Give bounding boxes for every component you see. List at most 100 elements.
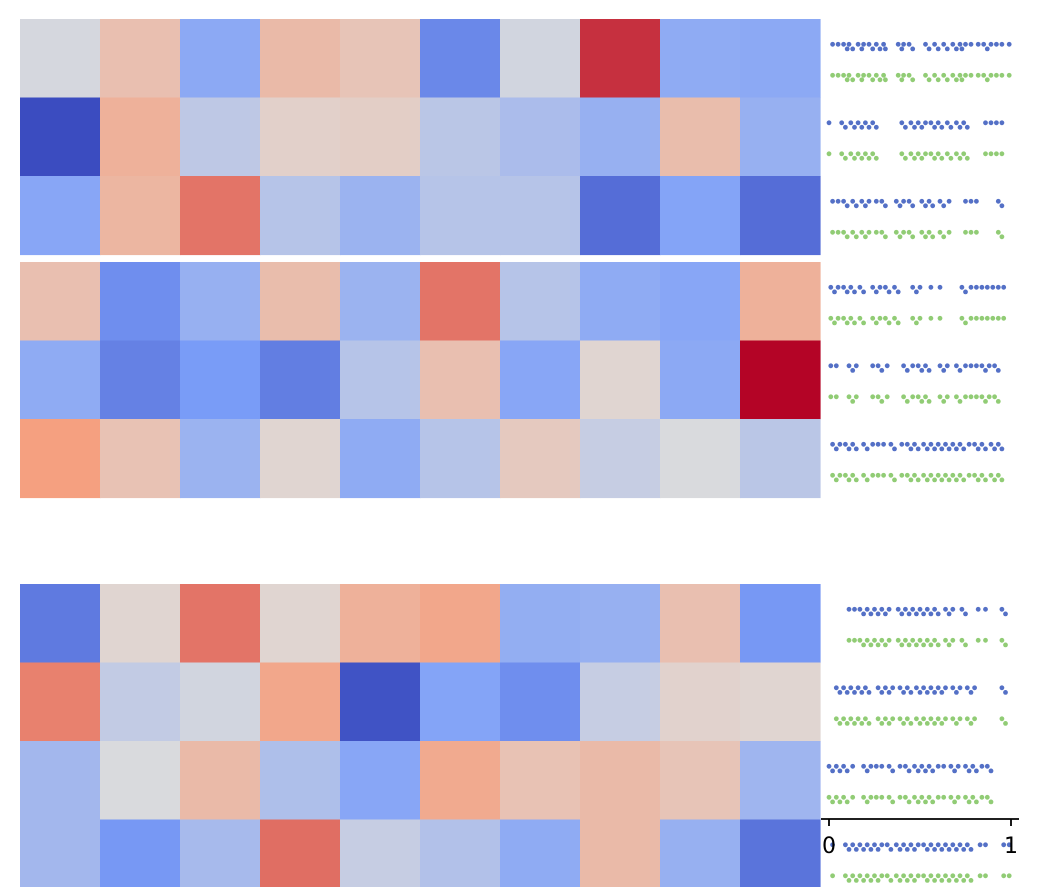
heatmap-cell [500, 662, 581, 742]
swarm-point [846, 41, 852, 47]
swarm-point [975, 477, 981, 483]
swarm-point [857, 284, 863, 290]
swarm-point [979, 763, 985, 769]
swarm-point [961, 878, 967, 883]
swarm-point [999, 72, 1005, 78]
swarm-point [999, 446, 1005, 452]
heatmap-cell [180, 819, 261, 887]
heatmap-cell [100, 662, 181, 742]
swarm-point [841, 72, 846, 78]
swarm-point [944, 120, 950, 126]
swarm-point [837, 472, 843, 478]
swarm-point [941, 41, 947, 47]
swarm-point [839, 151, 845, 157]
swarm-point [923, 799, 928, 805]
swarm-point [859, 690, 865, 695]
swarm-point [961, 446, 967, 452]
swarm-point [828, 284, 834, 290]
swarm-point [1001, 873, 1007, 879]
swarm-point [952, 799, 957, 805]
swarm-point [919, 198, 925, 204]
swarm-row-5-series-0 [830, 441, 1005, 452]
swarm-point [850, 229, 856, 235]
swarm-point [988, 472, 994, 478]
swarm-point [919, 399, 925, 404]
swarm-point [870, 472, 876, 478]
swarm-point [944, 151, 950, 157]
swarm-point [861, 611, 866, 617]
swarm-point [863, 120, 868, 126]
swarm-point [866, 690, 872, 695]
swarm-point [843, 155, 848, 161]
swarm-point [868, 642, 874, 648]
swarm-point [899, 441, 905, 447]
swarm-point [852, 155, 857, 161]
swarm-point [943, 441, 948, 447]
swarm-point [966, 472, 972, 478]
swarm-point [924, 847, 930, 852]
swarm-point [843, 124, 848, 130]
swarm-point [1003, 721, 1008, 726]
swarm-point [944, 46, 950, 52]
swarm-point [903, 606, 908, 612]
swarm-point [946, 878, 952, 883]
swarm-point [908, 446, 914, 452]
swarm-point [924, 878, 930, 883]
swarm-point [923, 72, 928, 78]
swarm-point [975, 637, 981, 643]
swarm-point [875, 847, 881, 852]
swarm-point [875, 878, 881, 883]
swarm-point [984, 763, 990, 769]
swarm-point [888, 472, 894, 478]
swarm-point [864, 873, 870, 879]
swarm-point [873, 320, 879, 326]
swarm-point [988, 151, 994, 157]
swarm-point [908, 873, 914, 879]
heatmap-cell [580, 19, 661, 99]
swarm-point [935, 151, 941, 157]
swarm-point [984, 284, 990, 290]
swarm-point [844, 320, 850, 326]
swarm-point [870, 441, 876, 447]
swarm-point [950, 472, 956, 478]
swarm-point [866, 41, 872, 47]
swarm-point [964, 155, 970, 161]
swarm-point [963, 394, 968, 400]
swarm-point [846, 446, 852, 452]
swarm-point [974, 229, 979, 235]
heatmap-cell [260, 340, 341, 420]
swarm-point [901, 690, 906, 695]
swarm-point [923, 203, 928, 209]
swarm-point [828, 363, 834, 369]
swarm-point [979, 315, 985, 321]
swarm-point [939, 847, 945, 852]
swarm-point [870, 77, 876, 83]
swarm-point [963, 198, 968, 204]
swarm-point [983, 120, 988, 126]
swarm-point [941, 794, 947, 800]
swarm-point [841, 229, 846, 235]
swarm-point [963, 320, 968, 326]
swarm-point [921, 685, 926, 691]
swarm-point [915, 477, 921, 483]
heatmap-cell [580, 340, 661, 420]
swarm-point [839, 120, 845, 126]
swarm-point [983, 637, 988, 643]
swarm-point [850, 873, 856, 879]
heatmap-cell [340, 340, 421, 420]
swarm-point [928, 441, 934, 447]
swarm-point [912, 472, 917, 478]
swarm-point [915, 446, 921, 452]
swarm-point [912, 441, 917, 447]
swarm-point [873, 763, 879, 769]
swarm-point [859, 46, 865, 52]
swarm-point [863, 234, 868, 240]
swarm-point [881, 472, 886, 478]
swarm-point [886, 721, 892, 726]
swarm-point [948, 155, 954, 161]
swarm-point [886, 289, 892, 295]
swarm-point [952, 768, 957, 774]
heatmap-cell [340, 19, 421, 99]
swarm-point [943, 873, 948, 879]
swarm-point [939, 155, 945, 161]
